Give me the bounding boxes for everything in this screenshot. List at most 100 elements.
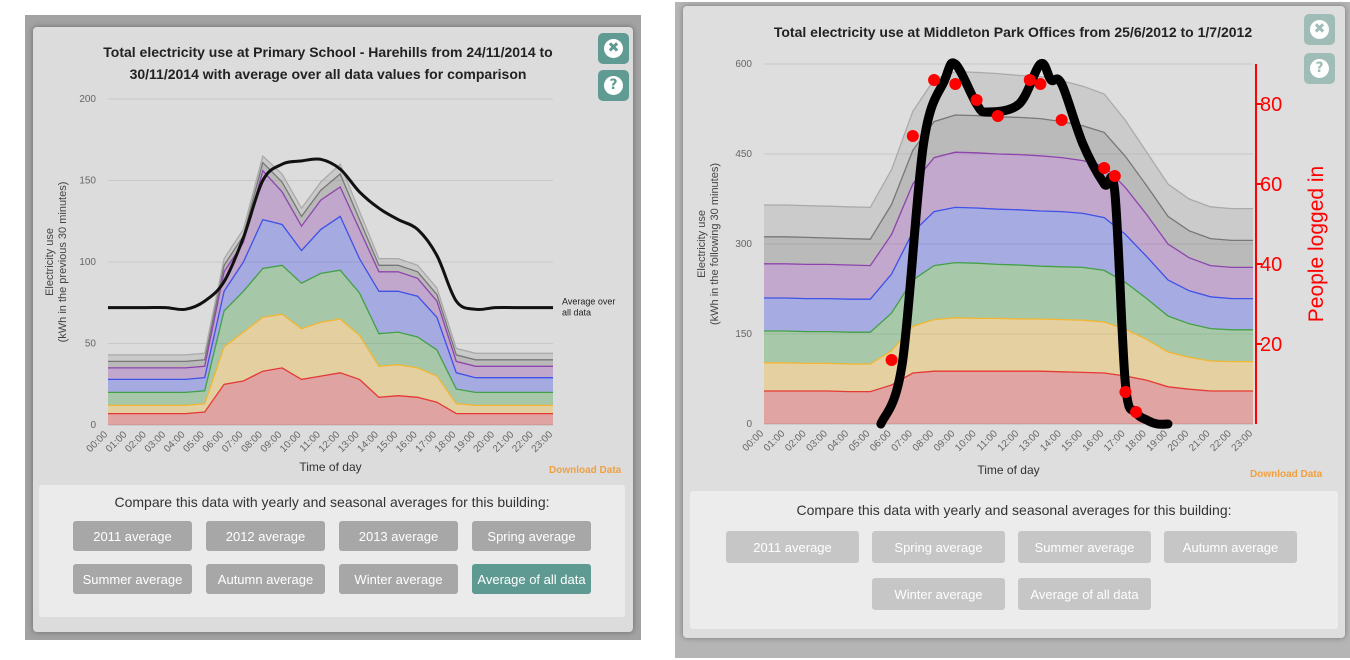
area-series-line xyxy=(764,206,1253,300)
y-tick-label: 0 xyxy=(746,419,752,430)
y-tick-label: 150 xyxy=(735,329,752,340)
area-series-fill xyxy=(108,367,553,425)
people-logged-in-marker xyxy=(1130,406,1143,418)
area-series-line xyxy=(108,154,553,356)
help-icon: ? xyxy=(1310,59,1329,78)
people-logged-in-marker xyxy=(885,354,898,366)
x-tick-label: 01:00 xyxy=(762,428,788,454)
left-button-winter-average[interactable]: Winter average xyxy=(339,564,458,594)
x-axis-title: Time of day xyxy=(299,460,361,474)
x-tick-label: 02:00 xyxy=(783,428,809,454)
x-tick-label: 08:00 xyxy=(911,428,937,454)
people-logged-in-marker xyxy=(1034,78,1047,90)
right-button-summer-average[interactable]: Summer average xyxy=(1018,531,1151,563)
people-logged-in-marker xyxy=(991,110,1004,122)
right-y-tick-label: 20 xyxy=(1260,334,1282,356)
close-icon: ✖ xyxy=(1310,20,1329,39)
x-tick-label: 19:00 xyxy=(1145,428,1171,454)
y-tick-label: 100 xyxy=(79,257,96,268)
area-series-line xyxy=(764,151,1253,269)
x-tick-label: 20:00 xyxy=(1166,428,1192,454)
area-series-line xyxy=(764,317,1253,365)
area-series-line xyxy=(764,261,1253,333)
y-tick-label: 50 xyxy=(85,339,97,350)
right-compare-panel: Compare this data with yearly and season… xyxy=(690,491,1338,629)
area-series-fill xyxy=(108,170,553,380)
left-help-button[interactable]: ? xyxy=(598,70,629,101)
x-tick-label: 07:00 xyxy=(889,428,915,454)
x-tick-label: 23:00 xyxy=(1230,428,1256,454)
area-series-line xyxy=(108,161,553,363)
area-series-line xyxy=(108,169,553,369)
right-y-tick-label: 40 xyxy=(1260,254,1282,276)
right-axis-title: People logged in xyxy=(1305,166,1328,322)
x-tick-label: 15:00 xyxy=(1060,428,1086,454)
people-logged-in-marker xyxy=(1119,386,1132,398)
y-tick-label: 300 xyxy=(735,239,752,250)
area-series-fill xyxy=(764,262,1253,364)
people-logged-in-marker xyxy=(1055,114,1068,126)
x-axis-title: Time of day xyxy=(977,463,1039,477)
right-button-average-of-all-data[interactable]: Average of all data xyxy=(1018,578,1151,610)
people-logged-in-marker xyxy=(906,130,919,142)
people-logged-in-marker xyxy=(1023,74,1036,86)
left-button-spring-average[interactable]: Spring average xyxy=(472,521,591,551)
x-tick-label: 16:00 xyxy=(1081,428,1107,454)
y-axis-title: Electricity use xyxy=(44,228,56,296)
left-close-button[interactable]: ✖ xyxy=(598,33,629,64)
right-button-spring-average[interactable]: Spring average xyxy=(872,531,1005,563)
x-tick-label: 00:00 xyxy=(741,428,767,454)
x-tick-label: 11:00 xyxy=(975,428,1000,453)
left-button-2013-average[interactable]: 2013 average xyxy=(339,521,458,551)
average-line-label: Average over xyxy=(562,297,615,307)
left-chart-svg: 05010015020000:0001:0002:0003:0004:0005:… xyxy=(44,94,615,474)
y-tick-label: 600 xyxy=(735,59,752,70)
left-download-data-link[interactable]: Download Data xyxy=(549,465,622,476)
left-button-summer-average[interactable]: Summer average xyxy=(73,564,192,594)
right-compare-title: Compare this data with yearly and season… xyxy=(796,502,1232,518)
area-series-fill xyxy=(764,152,1253,300)
x-tick-label: 12:00 xyxy=(996,428,1022,454)
close-icon: ✖ xyxy=(604,39,623,58)
area-series-fill xyxy=(108,265,553,406)
area-series-line xyxy=(108,313,553,407)
left-button-autumn-average[interactable]: Autumn average xyxy=(206,564,325,594)
y-axis-subtitle: (kWh in the previous 30 minutes) xyxy=(57,182,69,343)
y-axis-subtitle: (kWh in the following 30 minutes) xyxy=(709,163,721,325)
right-button-autumn-average[interactable]: Autumn average xyxy=(1164,531,1297,563)
area-series-fill xyxy=(764,317,1253,392)
right-download-data-link[interactable]: Download Data xyxy=(1250,469,1323,480)
x-tick-label: 03:00 xyxy=(804,428,830,454)
area-series-line xyxy=(764,114,1253,242)
y-tick-label: 0 xyxy=(90,420,96,431)
area-series-line xyxy=(764,71,1253,210)
area-series-line xyxy=(108,215,553,381)
area-series-fill xyxy=(764,71,1253,241)
left-compare-title: Compare this data with yearly and season… xyxy=(114,494,550,510)
area-series-line xyxy=(108,264,553,394)
left-button-average-of-all-data[interactable]: Average of all data xyxy=(472,564,591,594)
right-chart-svg: 0 150 300 450 600 00:0001:0002:0003:0004:0005… xyxy=(696,58,1328,477)
x-tick-label: 18:00 xyxy=(1123,428,1149,454)
x-tick-label: 23:00 xyxy=(530,429,556,455)
right-chart-modal: Total electricity use at Middleton Park … xyxy=(683,6,1345,638)
area-series-fill xyxy=(764,207,1253,333)
right-button-2011-average[interactable]: 2011 average xyxy=(726,531,859,563)
people-logged-in-marker xyxy=(970,94,983,106)
x-tick-label: 17:00 xyxy=(1102,428,1128,454)
x-tick-label: 22:00 xyxy=(1208,428,1234,454)
left-compare-panel: Compare this data with yearly and season… xyxy=(39,485,625,617)
average-line-label: all data xyxy=(562,308,591,318)
y-tick-label: 450 xyxy=(735,149,752,160)
right-help-button[interactable]: ? xyxy=(1304,53,1335,84)
y-tick-label: 200 xyxy=(79,94,96,105)
left-button-2011-average[interactable]: 2011 average xyxy=(73,521,192,551)
right-button-winter-average[interactable]: Winter average xyxy=(872,578,1005,610)
y-axis-title: Electricity use xyxy=(696,210,708,278)
area-series-fill xyxy=(764,115,1253,268)
left-chart-title: Total electricity use at Primary School … xyxy=(103,44,553,82)
x-tick-label: 05:00 xyxy=(847,428,873,454)
left-button-2012-average[interactable]: 2012 average xyxy=(206,521,325,551)
right-close-button[interactable]: ✖ xyxy=(1304,14,1335,45)
x-tick-label: 10:00 xyxy=(953,428,979,454)
